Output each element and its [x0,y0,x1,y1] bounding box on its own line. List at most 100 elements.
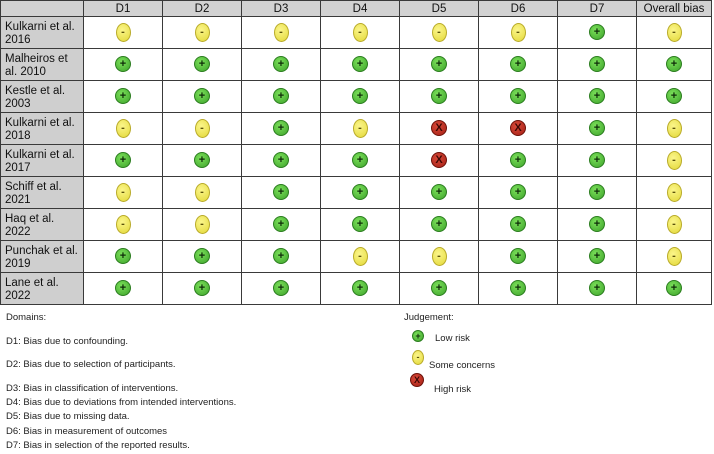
some-concerns-icon: - [115,119,131,138]
low-risk-icon: + [589,248,605,265]
high-risk-icon: X [510,120,526,137]
rating-cell: + [162,272,242,305]
low-risk-icon: + [273,88,289,105]
rating-cell: + [557,144,637,177]
rating-cell: + [83,48,163,81]
col-header-d3: D3 [241,0,321,17]
low-risk-icon: + [510,88,526,105]
rating-cell: + [557,208,637,241]
low-risk-icon: + [273,280,289,297]
some-concerns-icon: - [510,23,526,42]
low-risk-icon: + [194,56,210,73]
some-concerns-icon: - [194,215,210,234]
rating-cell: + [557,272,637,305]
legend-some-label: Some concerns [429,360,496,371]
study-name: Haq et al. 2022 [0,208,84,241]
rating-cell: - [162,112,242,145]
rating-cell: - [399,16,479,49]
low-risk-icon: + [431,216,447,233]
low-risk-icon: + [589,120,605,137]
domain-d5: D5: Bias due to missing data. [6,411,130,422]
low-risk-icon: + [273,248,289,265]
some-concerns-icon: - [666,119,682,138]
some-concerns-icon: - [273,23,289,42]
high-risk-icon: X [410,373,424,387]
low-risk-icon: + [273,216,289,233]
rating-cell: - [83,16,163,49]
low-risk-icon: + [352,216,368,233]
rating-cell: - [636,208,712,241]
low-risk-icon: + [510,56,526,73]
rating-cell: - [636,240,712,273]
rating-cell: + [399,208,479,241]
rating-cell: - [83,208,163,241]
some-concerns-icon: - [666,215,682,234]
col-header-d6: D6 [478,0,558,17]
rating-cell: - [162,208,242,241]
study-name: Malheiros et al. 2010 [0,48,84,81]
study-name: Lane et al. 2022 [0,272,84,305]
rating-cell: - [636,144,712,177]
table-row: Schiff et al. 2021 - - + + + + + - [0,176,712,209]
rating-cell: + [241,240,321,273]
low-risk-icon: + [412,330,424,342]
some-concerns-icon: - [194,119,210,138]
col-header-d5: D5 [399,0,479,17]
domains-title: Domains: [6,312,47,323]
some-concerns-icon: - [666,23,682,42]
high-risk-icon: X [431,152,447,169]
low-risk-icon: + [115,88,131,105]
low-risk-icon: + [589,56,605,73]
rating-cell: + [478,144,558,177]
rating-cell: + [478,208,558,241]
risk-of-bias-table: D1 D2 D3 D4 D5 D6 D7 Overall bias Kulkar… [0,0,712,305]
low-risk-icon: + [589,152,605,169]
low-risk-icon: + [510,184,526,201]
rating-cell: - [241,16,321,49]
rating-cell: - [636,112,712,145]
study-name: Schiff et al. 2021 [0,176,84,209]
low-risk-icon: + [194,248,210,265]
rating-cell: + [162,240,242,273]
low-risk-icon: + [273,56,289,73]
some-concerns-icon: - [115,183,131,202]
domain-d2: D2: Bias due to selection of participant… [6,359,176,370]
rating-cell: + [636,48,712,81]
study-name: Kulkarni et al. 2017 [0,144,84,177]
legend-high-label: High risk [434,384,471,395]
rating-cell: + [636,80,712,113]
rating-cell: + [557,176,637,209]
table-row: Kulkarni et al. 2017 + + + + X + + - [0,144,712,177]
rating-cell: + [478,176,558,209]
low-risk-icon: + [115,56,131,73]
rating-cell: X [399,144,479,177]
some-concerns-icon: - [115,215,131,234]
some-concerns-icon: - [352,247,368,266]
low-risk-icon: + [431,56,447,73]
rating-cell: - [320,112,400,145]
rating-cell: + [557,16,637,49]
rating-cell: + [557,240,637,273]
low-risk-icon: + [589,280,605,297]
some-concerns-icon: - [412,350,424,365]
some-concerns-icon: - [666,183,682,202]
rating-cell: + [557,80,637,113]
study-name: Kulkarni et al. 2018 [0,112,84,145]
study-name: Kulkarni et al. 2016 [0,16,84,49]
table-row: Kestle et al. 2003 + + + + + + + + [0,80,712,113]
some-concerns-icon: - [666,247,682,266]
header-row: D1 D2 D3 D4 D5 D6 D7 Overall bias [0,0,712,17]
rating-cell: - [636,176,712,209]
rating-cell: - [162,176,242,209]
low-risk-icon: + [510,216,526,233]
rating-cell: - [83,112,163,145]
rating-cell: + [241,80,321,113]
low-risk-icon: + [352,88,368,105]
low-risk-icon: + [115,152,131,169]
low-risk-icon: + [194,280,210,297]
rating-cell: + [399,176,479,209]
low-risk-icon: + [352,184,368,201]
low-risk-icon: + [194,152,210,169]
low-risk-icon: + [273,120,289,137]
rating-cell: - [320,240,400,273]
